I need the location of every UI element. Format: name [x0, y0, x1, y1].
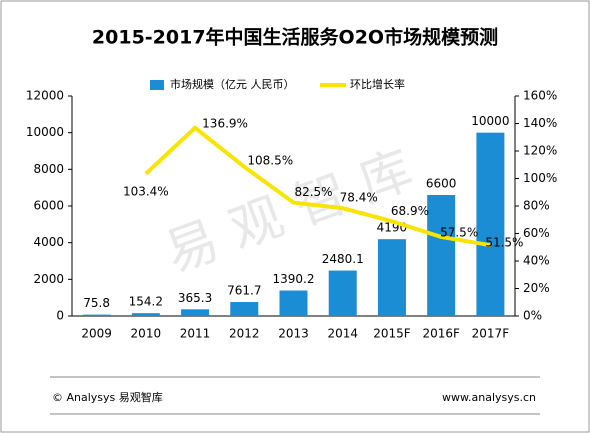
bar: [181, 309, 210, 316]
y2-tick-label: 100%: [523, 171, 557, 185]
bar-label: 365.3: [178, 291, 212, 305]
legend-label: 环比增长率: [350, 77, 405, 91]
x-tick-label: 2013: [278, 327, 309, 341]
bar: [476, 132, 505, 316]
x-tick-label: 2017F: [472, 327, 510, 341]
bar: [131, 313, 160, 316]
bar-label: 761.7: [227, 284, 261, 298]
y-tick-label: 10000: [26, 125, 64, 139]
y-tick-label: 0: [56, 309, 64, 323]
legend-swatch: [150, 80, 164, 90]
bar-label: 6600: [426, 177, 457, 191]
y2-tick-label: 0%: [523, 309, 542, 323]
bar: [230, 302, 259, 316]
line-label: 103.4%: [123, 184, 169, 198]
footer-left: © Analysys 易观智库: [52, 390, 163, 404]
line-label: 82.5%: [294, 185, 332, 199]
line-label: 68.9%: [391, 204, 429, 218]
y2-tick-label: 160%: [523, 89, 557, 103]
bar-label: 75.8: [83, 296, 110, 310]
y-tick-label: 2000: [33, 272, 64, 286]
y-tick-label: 6000: [33, 199, 64, 213]
bar: [427, 195, 456, 316]
bar-label: 2480.1: [322, 252, 364, 266]
line: [144, 125, 491, 248]
y2-tick-label: 20%: [523, 281, 550, 295]
bar-label: 1390.2: [273, 272, 315, 286]
bar: [328, 270, 357, 316]
x-tick-label: 2009: [81, 327, 112, 341]
y2-tick-label: 120%: [523, 144, 557, 158]
line-label: 51.5%: [485, 236, 523, 250]
bar-label: 10000: [471, 114, 509, 128]
bar: [377, 239, 406, 316]
chart-title: 2015-2017年中国生活服务O2O市场规模预测: [92, 26, 498, 49]
line-label: 108.5%: [247, 153, 293, 167]
y2-tick-label: 80%: [523, 199, 550, 213]
y2-tick-label: 140%: [523, 116, 557, 130]
x-tick-label: 2012: [229, 327, 260, 341]
footer-right: www.analysys.cn: [442, 391, 536, 404]
y2-tick-label: 60%: [523, 226, 550, 240]
x-tick-label: 2015F: [373, 327, 411, 341]
y2-tick-label: 40%: [523, 254, 550, 268]
x-tick-label: 2014: [327, 327, 358, 341]
x-tick-label: 2010: [131, 327, 162, 341]
x-tick-label: 2011: [180, 327, 211, 341]
x-tick-label: 2016F: [422, 327, 460, 341]
line-label: 57.5%: [440, 225, 478, 239]
legend-label: 市场规模（亿元 人民币）: [170, 77, 295, 91]
y-tick-label: 4000: [33, 235, 64, 249]
y-tick-label: 8000: [33, 162, 64, 176]
bar: [82, 314, 111, 316]
bar: [279, 290, 308, 316]
line-label: 78.4%: [340, 191, 378, 205]
y-tick-label: 12000: [26, 89, 64, 103]
line-label: 136.9%: [202, 116, 248, 130]
bar-label: 154.2: [129, 295, 163, 309]
